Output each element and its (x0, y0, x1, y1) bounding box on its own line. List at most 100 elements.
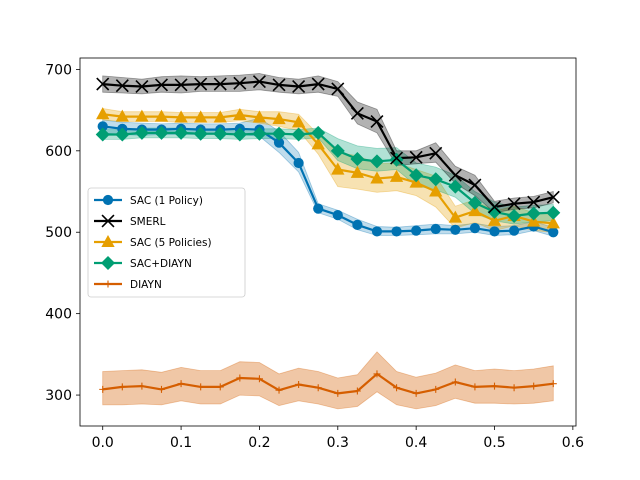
point-sac-5-policies (96, 107, 110, 120)
point-sac-5-policies (389, 169, 404, 182)
point-sac-diayn (95, 127, 110, 142)
point-sac-1-policy (332, 210, 343, 221)
point-sac-diayn (389, 152, 404, 167)
point-sac-5-policies (252, 110, 267, 123)
point-smerl (527, 195, 541, 209)
point-sac-5-policies (311, 137, 325, 150)
point-sac-diayn (174, 125, 189, 140)
point-diayn (373, 370, 381, 378)
point-smerl (311, 77, 325, 91)
point-smerl (429, 146, 443, 160)
x-tick-label: 0.0 (92, 435, 114, 451)
point-diayn (197, 383, 205, 391)
point-smerl (487, 200, 502, 214)
point-sac-1-policy (469, 223, 481, 234)
point-sac-5-policies (429, 184, 443, 197)
point-sac-1-policy (97, 121, 108, 132)
x-tick-label: 0.3 (327, 435, 349, 451)
point-smerl (213, 77, 227, 91)
point-sac-1-policy (548, 227, 559, 238)
point-smerl (370, 114, 384, 129)
point-sac-diayn (428, 172, 443, 187)
legend-marker (101, 214, 115, 228)
point-smerl (390, 151, 404, 165)
point-diayn (432, 385, 440, 393)
series-markers (95, 75, 561, 397)
point-sac-diayn (487, 204, 502, 219)
x-tick-label: 0.1 (170, 435, 192, 451)
point-sac-1-policy (508, 225, 520, 236)
point-smerl (252, 75, 266, 89)
point-sac-diayn (467, 195, 482, 210)
point-sac-5-policies (154, 109, 169, 122)
point-diayn (99, 385, 107, 393)
x-tick-label: 0.2 (248, 435, 270, 451)
y-tick-label: 700 (45, 62, 72, 78)
point-sac-diayn (409, 168, 424, 183)
legend-marker (102, 194, 114, 206)
point-smerl (115, 79, 129, 93)
legend-marker (101, 256, 115, 270)
legend-label: SAC (1 Policy) (130, 195, 203, 207)
point-diayn (216, 383, 224, 391)
point-sac-5-policies (194, 110, 208, 123)
point-smerl (507, 197, 521, 211)
legend-label: SAC+DIAYN (130, 258, 192, 270)
point-diayn (491, 382, 499, 390)
point-sac-5-policies (272, 112, 286, 125)
point-sac-diayn (193, 126, 208, 141)
point-sac-1-policy (411, 225, 422, 236)
point-sac-diayn (448, 179, 463, 194)
legend-marker (104, 280, 112, 288)
point-sac-5-policies (135, 109, 149, 122)
legend-label: DIAYN (130, 279, 162, 291)
point-diayn (177, 380, 185, 388)
point-smerl (174, 78, 188, 92)
point-sac-1-policy (489, 226, 500, 237)
point-sac-diayn (546, 205, 561, 220)
point-sac-1-policy (450, 224, 461, 235)
y-axis: 300 400 500 600 700 (45, 62, 80, 404)
point-sac-1-policy (293, 157, 304, 169)
point-smerl (350, 106, 364, 120)
point-smerl (194, 77, 208, 91)
y-tick-label: 400 (45, 307, 72, 323)
point-diayn (353, 387, 361, 395)
point-sac-1-policy (430, 223, 441, 235)
point-sac-5-policies (448, 210, 462, 223)
y-tick-label: 500 (45, 225, 72, 241)
point-sac-diayn (330, 143, 345, 158)
point-sac-5-policies (115, 109, 129, 122)
point-sac-diayn (213, 126, 228, 141)
point-smerl (272, 78, 286, 92)
point-smerl (292, 79, 306, 94)
legend-label: SAC (5 Policies) (130, 237, 212, 249)
point-smerl (546, 190, 560, 204)
point-diayn (314, 384, 322, 392)
point-smerl (409, 150, 423, 164)
point-smerl (331, 82, 345, 96)
point-sac-diayn (272, 126, 287, 141)
point-sac-5-policies (331, 162, 345, 175)
x-tick-label: 0.5 (483, 435, 505, 451)
point-smerl (96, 77, 110, 91)
point-sac-diayn (526, 206, 541, 221)
point-diayn (334, 389, 342, 397)
axes-frame (79, 57, 577, 427)
point-sac-1-policy (352, 219, 363, 231)
point-sac-diayn (134, 125, 149, 140)
point-sac-diayn (115, 127, 130, 142)
point-sac-5-policies (487, 213, 502, 226)
point-sac-5-policies (174, 110, 188, 123)
point-sac-1-policy (273, 137, 285, 148)
legend-box (87, 187, 246, 298)
point-sac-1-policy (391, 226, 402, 237)
point-diayn (255, 375, 263, 383)
point-diayn (393, 384, 401, 392)
x-tick-label: 0.6 (562, 435, 584, 451)
point-smerl (468, 178, 482, 192)
point-sac-diayn (252, 126, 267, 141)
point-diayn (236, 374, 244, 382)
point-diayn (510, 384, 518, 392)
